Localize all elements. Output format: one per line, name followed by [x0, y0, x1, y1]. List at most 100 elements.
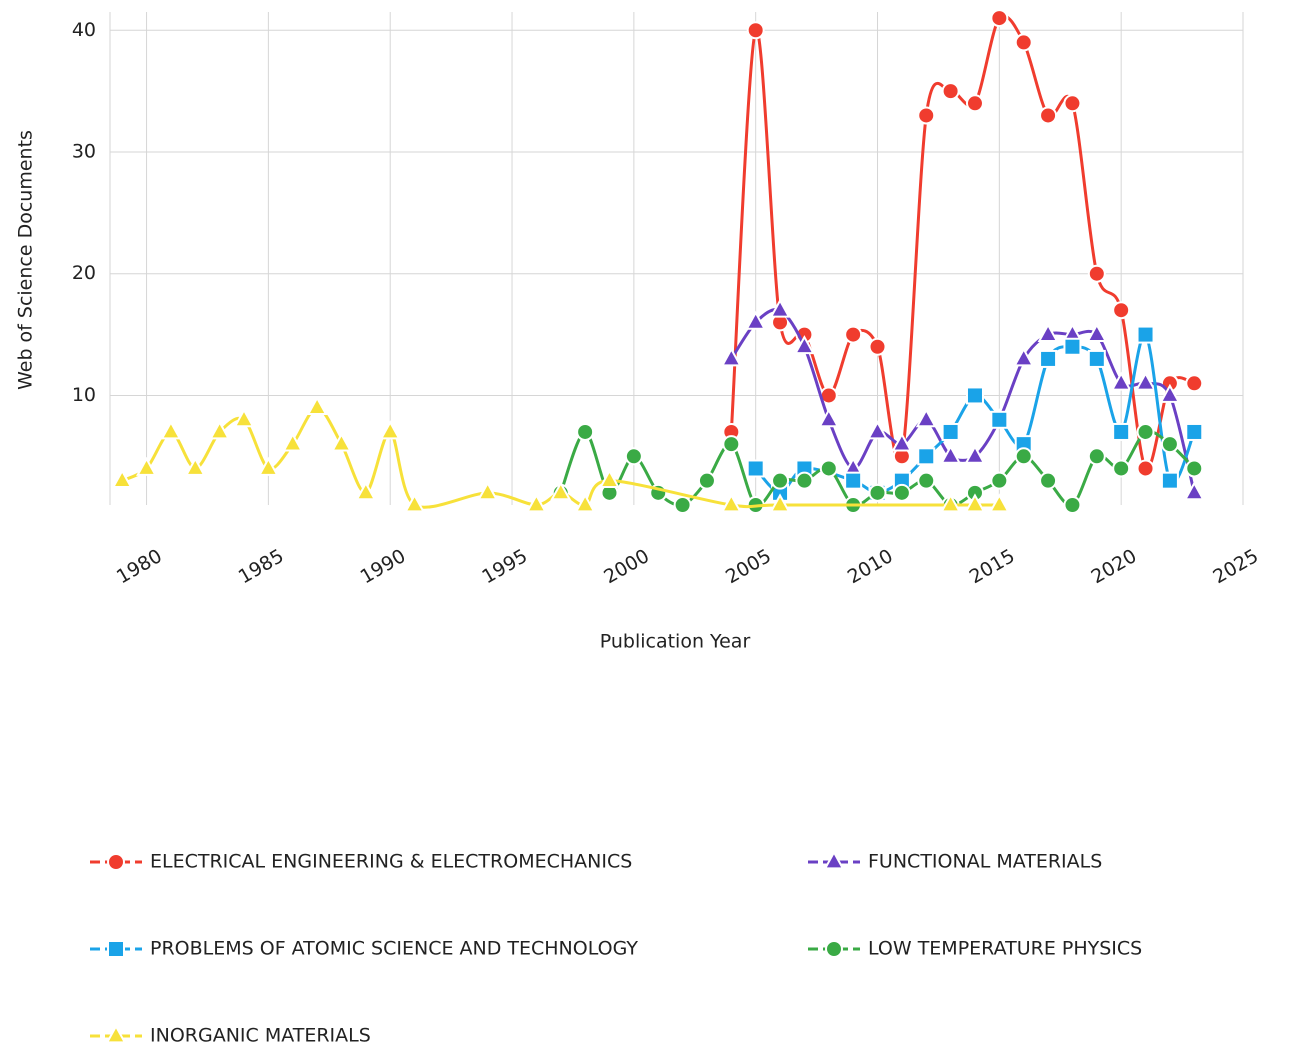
- data-point: [795, 471, 814, 490]
- data-point: [1014, 33, 1033, 52]
- data-point: [1063, 337, 1082, 356]
- data-point: [891, 432, 913, 452]
- legend-label: ELECTRICAL ENGINEERING & ELECTROMECHANIC…: [150, 851, 632, 873]
- series-line: [729, 14, 1195, 471]
- data-point: [1136, 459, 1155, 478]
- y-tick-label: 20: [72, 262, 96, 284]
- data-point: [1087, 349, 1106, 368]
- data-point: [550, 481, 572, 501]
- legend-marker: [107, 853, 125, 871]
- data-point: [745, 310, 767, 330]
- legend-marker: [825, 940, 843, 958]
- data-point: [793, 335, 815, 355]
- data-point: [892, 483, 911, 502]
- data-point: [477, 481, 499, 501]
- data-point: [697, 471, 716, 490]
- data-point: [1136, 422, 1155, 441]
- legend-label: INORGANIC MATERIALS: [150, 1025, 371, 1047]
- data-point: [988, 493, 1010, 513]
- data-point: [1039, 471, 1058, 490]
- data-point: [330, 432, 352, 452]
- data-point: [819, 459, 838, 478]
- data-point: [1159, 383, 1181, 403]
- data-point: [941, 82, 960, 101]
- data-point: [1013, 347, 1035, 367]
- x-tick-label: 2025: [1209, 545, 1262, 588]
- data-point: [917, 447, 936, 466]
- data-point: [720, 493, 742, 513]
- data-point: [868, 337, 887, 356]
- x-tick-label: 1990: [357, 545, 410, 588]
- data-point: [1039, 349, 1058, 368]
- data-point: [1063, 94, 1082, 113]
- data-point: [965, 94, 984, 113]
- legend-label: FUNCTIONAL MATERIALS: [868, 851, 1102, 873]
- data-point: [844, 471, 863, 490]
- legend-marker: [823, 850, 845, 870]
- data-point: [306, 395, 328, 416]
- data-point: [1087, 264, 1106, 283]
- data-point: [917, 106, 936, 125]
- data-point: [769, 298, 791, 318]
- data-point: [964, 444, 986, 464]
- data-point: [574, 493, 596, 513]
- data-point: [282, 432, 304, 452]
- y-tick-label: 10: [72, 384, 96, 406]
- data-point: [769, 493, 791, 513]
- data-point: [160, 420, 182, 440]
- data-point: [844, 325, 863, 344]
- data-point: [771, 471, 790, 490]
- x-tick-label: 1985: [235, 545, 288, 588]
- data-point: [404, 493, 426, 513]
- data-point: [990, 410, 1009, 429]
- legend-label: LOW TEMPERATURE PHYSICS: [868, 938, 1142, 960]
- x-tick-label: 1995: [478, 545, 531, 588]
- data-point: [1185, 422, 1204, 441]
- data-point: [1014, 447, 1033, 466]
- data-point: [720, 347, 742, 367]
- data-point: [1160, 435, 1179, 454]
- data-point: [941, 422, 960, 441]
- data-point: [1183, 481, 1205, 501]
- data-point: [964, 493, 986, 513]
- data-point: [525, 493, 547, 513]
- x-tick-label: 1980: [113, 545, 166, 588]
- y-axis-label: Web of Science Documents: [15, 130, 37, 390]
- data-point: [257, 456, 279, 476]
- data-point: [1112, 422, 1131, 441]
- legend-marker: [107, 940, 125, 958]
- data-point: [1110, 371, 1132, 391]
- y-tick-label: 30: [72, 140, 96, 162]
- x-tick-label: 2005: [722, 545, 775, 588]
- data-point: [990, 9, 1009, 28]
- x-tick-label: 2015: [966, 545, 1019, 588]
- data-point: [940, 493, 962, 513]
- data-point: [1136, 325, 1155, 344]
- data-point: [355, 481, 377, 501]
- data-point: [746, 459, 765, 478]
- data-point: [599, 468, 620, 489]
- data-point: [990, 471, 1009, 490]
- data-point: [917, 471, 936, 490]
- data-point: [379, 420, 401, 440]
- data-point: [209, 420, 231, 440]
- data-point: [1039, 106, 1058, 125]
- data-point: [136, 456, 158, 476]
- data-point: [915, 408, 937, 428]
- data-point: [576, 422, 595, 441]
- data-point: [184, 456, 206, 476]
- data-point: [818, 408, 840, 428]
- data-point: [1063, 496, 1082, 514]
- data-point: [965, 386, 984, 405]
- data-point: [746, 21, 765, 40]
- data-point: [1185, 374, 1204, 393]
- data-point: [1185, 459, 1204, 478]
- data-point: [1087, 447, 1106, 466]
- data-point: [233, 408, 255, 428]
- legend-marker: [105, 1024, 127, 1044]
- x-axis-label: Publication Year: [600, 631, 751, 653]
- data-point: [722, 435, 741, 454]
- data-point: [1086, 322, 1108, 342]
- data-point: [673, 496, 692, 514]
